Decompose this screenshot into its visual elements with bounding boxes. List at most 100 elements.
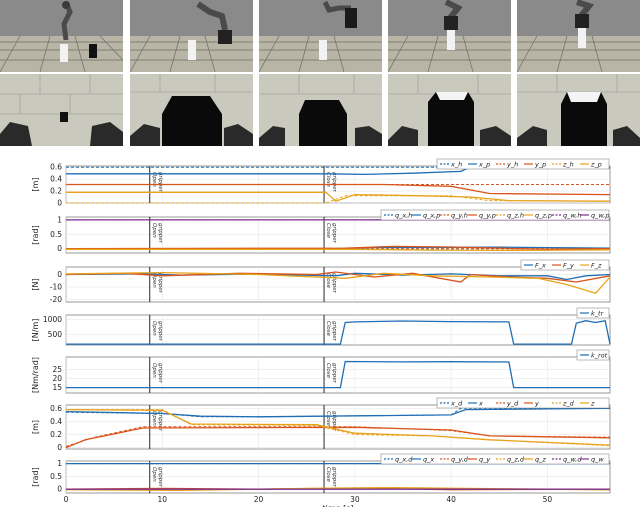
y-axis-label: [N]	[31, 278, 40, 290]
legend-entry: k_rot	[591, 352, 608, 360]
event-annotation: gripper	[331, 273, 337, 294]
series-line	[65, 408, 611, 446]
camera-frame-2	[130, 74, 253, 146]
legend-entry: F_y	[563, 262, 574, 270]
legend-entry: q_z,d	[507, 456, 525, 464]
legend-entry: z	[590, 400, 595, 408]
legend-entry: F_x	[535, 262, 546, 270]
series-line	[66, 183, 611, 196]
event-annotation: gripper	[157, 223, 163, 244]
event-annotation: gripper	[331, 467, 337, 488]
overview-frame-2	[130, 0, 253, 72]
y-tick-label: 0.5	[50, 472, 62, 481]
legend-entry: q_x,p	[423, 212, 440, 220]
legend-box	[576, 349, 610, 361]
legend-entry: x_d	[450, 400, 463, 408]
camera-frame-1	[0, 74, 123, 146]
legend-entry: q_z,p	[535, 212, 552, 220]
x-axis-label: time [s]	[322, 504, 353, 507]
y-axis-label: [Nm/rad]	[31, 357, 40, 393]
legend-entry: z_d	[562, 400, 575, 408]
event-annotation: Close	[325, 411, 331, 427]
y-tick-label: 15	[52, 383, 62, 392]
y-axis-label: [rad]	[31, 225, 40, 245]
legend-box	[520, 259, 610, 271]
event-annotation: Open	[151, 321, 157, 336]
overview-frame-3	[259, 0, 382, 72]
y-tick-label: 0.2	[50, 187, 62, 196]
event-annotation: Close	[325, 467, 331, 483]
legend-entry: z_h	[562, 161, 574, 169]
legend-entry: q_w	[591, 456, 604, 464]
event-annotation: Open	[151, 411, 157, 426]
series-line	[66, 248, 611, 252]
legend-entry: x_p	[478, 161, 490, 169]
legend-entry: q_y,d	[451, 456, 469, 464]
event-annotation: gripper	[331, 223, 337, 244]
y-tick-label: 0	[57, 199, 62, 208]
event-annotation: gripper	[157, 172, 163, 193]
y-tick-label: 0.4	[50, 175, 62, 184]
event-annotation: gripper	[157, 273, 163, 294]
series-line	[66, 360, 610, 389]
legend-entry: y_p	[534, 161, 546, 169]
y-tick-label: 0.4	[50, 417, 62, 426]
x-tick-label: 20	[254, 495, 264, 504]
gripper-camera-frames	[0, 74, 640, 146]
legend-entry: q_z,h	[507, 212, 524, 220]
x-tick-label: 0	[64, 495, 69, 504]
series-line	[65, 271, 611, 283]
legend-entry: q_z	[535, 456, 546, 464]
legend-box	[380, 453, 610, 465]
camera-frame-5	[517, 74, 640, 146]
event-annotation: Close	[325, 223, 331, 239]
legend-entry: q_x,h	[395, 212, 412, 220]
legend-entry: x_h	[450, 161, 462, 169]
y-tick-label: 0	[57, 443, 62, 452]
legend-entry: z_p	[590, 161, 602, 169]
x-tick-label: 10	[158, 495, 168, 504]
event-annotation: gripper	[157, 411, 163, 432]
legend-box	[380, 209, 610, 221]
event-annotation: Open	[151, 467, 157, 482]
legend-entry: q_x,d	[395, 456, 413, 464]
x-tick-label: 40	[446, 495, 456, 504]
overview-frames	[0, 0, 640, 72]
x-tick-label: 50	[543, 495, 553, 504]
y-tick-label: -20	[50, 295, 62, 304]
x-tick-label: 30	[350, 495, 360, 504]
y-tick-label: 500	[48, 330, 63, 339]
y-tick-label: 25	[52, 365, 62, 374]
y-axis-label: [rad]	[31, 467, 40, 487]
y-tick-label: 0	[57, 270, 62, 279]
legend-box	[436, 397, 610, 409]
event-annotation: Open	[151, 223, 157, 238]
event-annotation: Open	[151, 363, 157, 378]
series-line	[66, 319, 611, 345]
y-tick-label: 0	[57, 485, 62, 494]
event-annotation: Open	[151, 273, 157, 288]
legend-entry: q_y,p	[479, 212, 496, 220]
y-tick-label: -10	[50, 283, 62, 292]
legend-entry: q_x	[423, 456, 434, 464]
event-annotation: gripper	[331, 363, 337, 384]
series-line	[65, 407, 611, 418]
camera-frame-4	[388, 74, 511, 146]
event-annotation: gripper	[331, 411, 337, 432]
y-tick-label: 20	[52, 374, 62, 383]
camera-frame-3	[259, 74, 382, 146]
series-line	[65, 271, 611, 295]
series-line	[65, 245, 611, 250]
overview-frame-5	[517, 0, 640, 72]
legend-entry: q_w,h	[563, 212, 581, 220]
event-annotation: Open	[151, 172, 157, 187]
event-annotation: Close	[325, 172, 331, 188]
y-tick-label: 0.6	[50, 404, 62, 413]
